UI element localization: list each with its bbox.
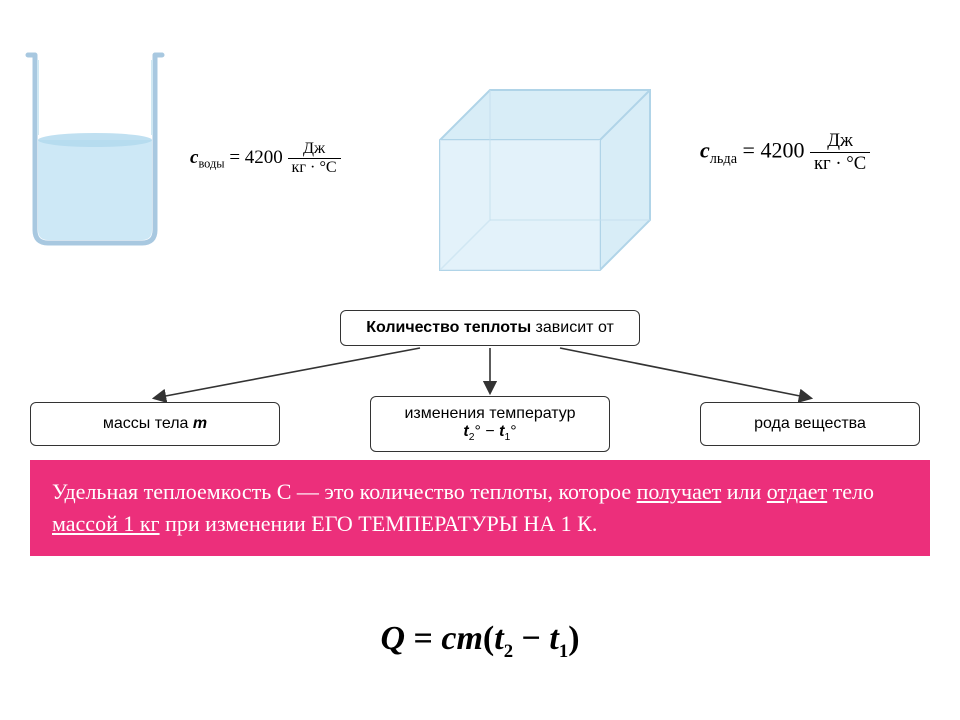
value-ice: 4200 <box>760 138 804 163</box>
temperature-change-box: изменения температур t2° − t1° <box>370 396 610 452</box>
beaker-illustration <box>20 40 170 255</box>
substance-type-box: рода вещества <box>700 402 920 446</box>
heat-quantity-formula: Q = cm(t2 − t1) <box>0 620 960 663</box>
mass-box: массы тела m <box>30 402 280 446</box>
ice-cube-illustration <box>430 80 660 285</box>
unit-fraction-ice: Дж кг · °C <box>810 130 870 175</box>
dependency-diagram: Количество теплоты зависит от массы тела… <box>0 310 960 450</box>
symbol-c-ice: c <box>700 138 710 163</box>
subscript-ice: льда <box>710 151 737 167</box>
water-heat-capacity-formula: cводы = 4200 Дж кг · °C <box>190 140 341 177</box>
subscript-water: воды <box>198 157 224 171</box>
value-water: 4200 <box>245 147 283 168</box>
definition-banner: Удельная теплоемкость C — это количество… <box>30 460 930 556</box>
heat-quantity-box: Количество теплоты зависит от <box>340 310 640 346</box>
unit-fraction-water: Дж кг · °C <box>288 140 341 177</box>
ice-heat-capacity-formula: cльда = 4200 Дж кг · °C <box>700 130 870 175</box>
